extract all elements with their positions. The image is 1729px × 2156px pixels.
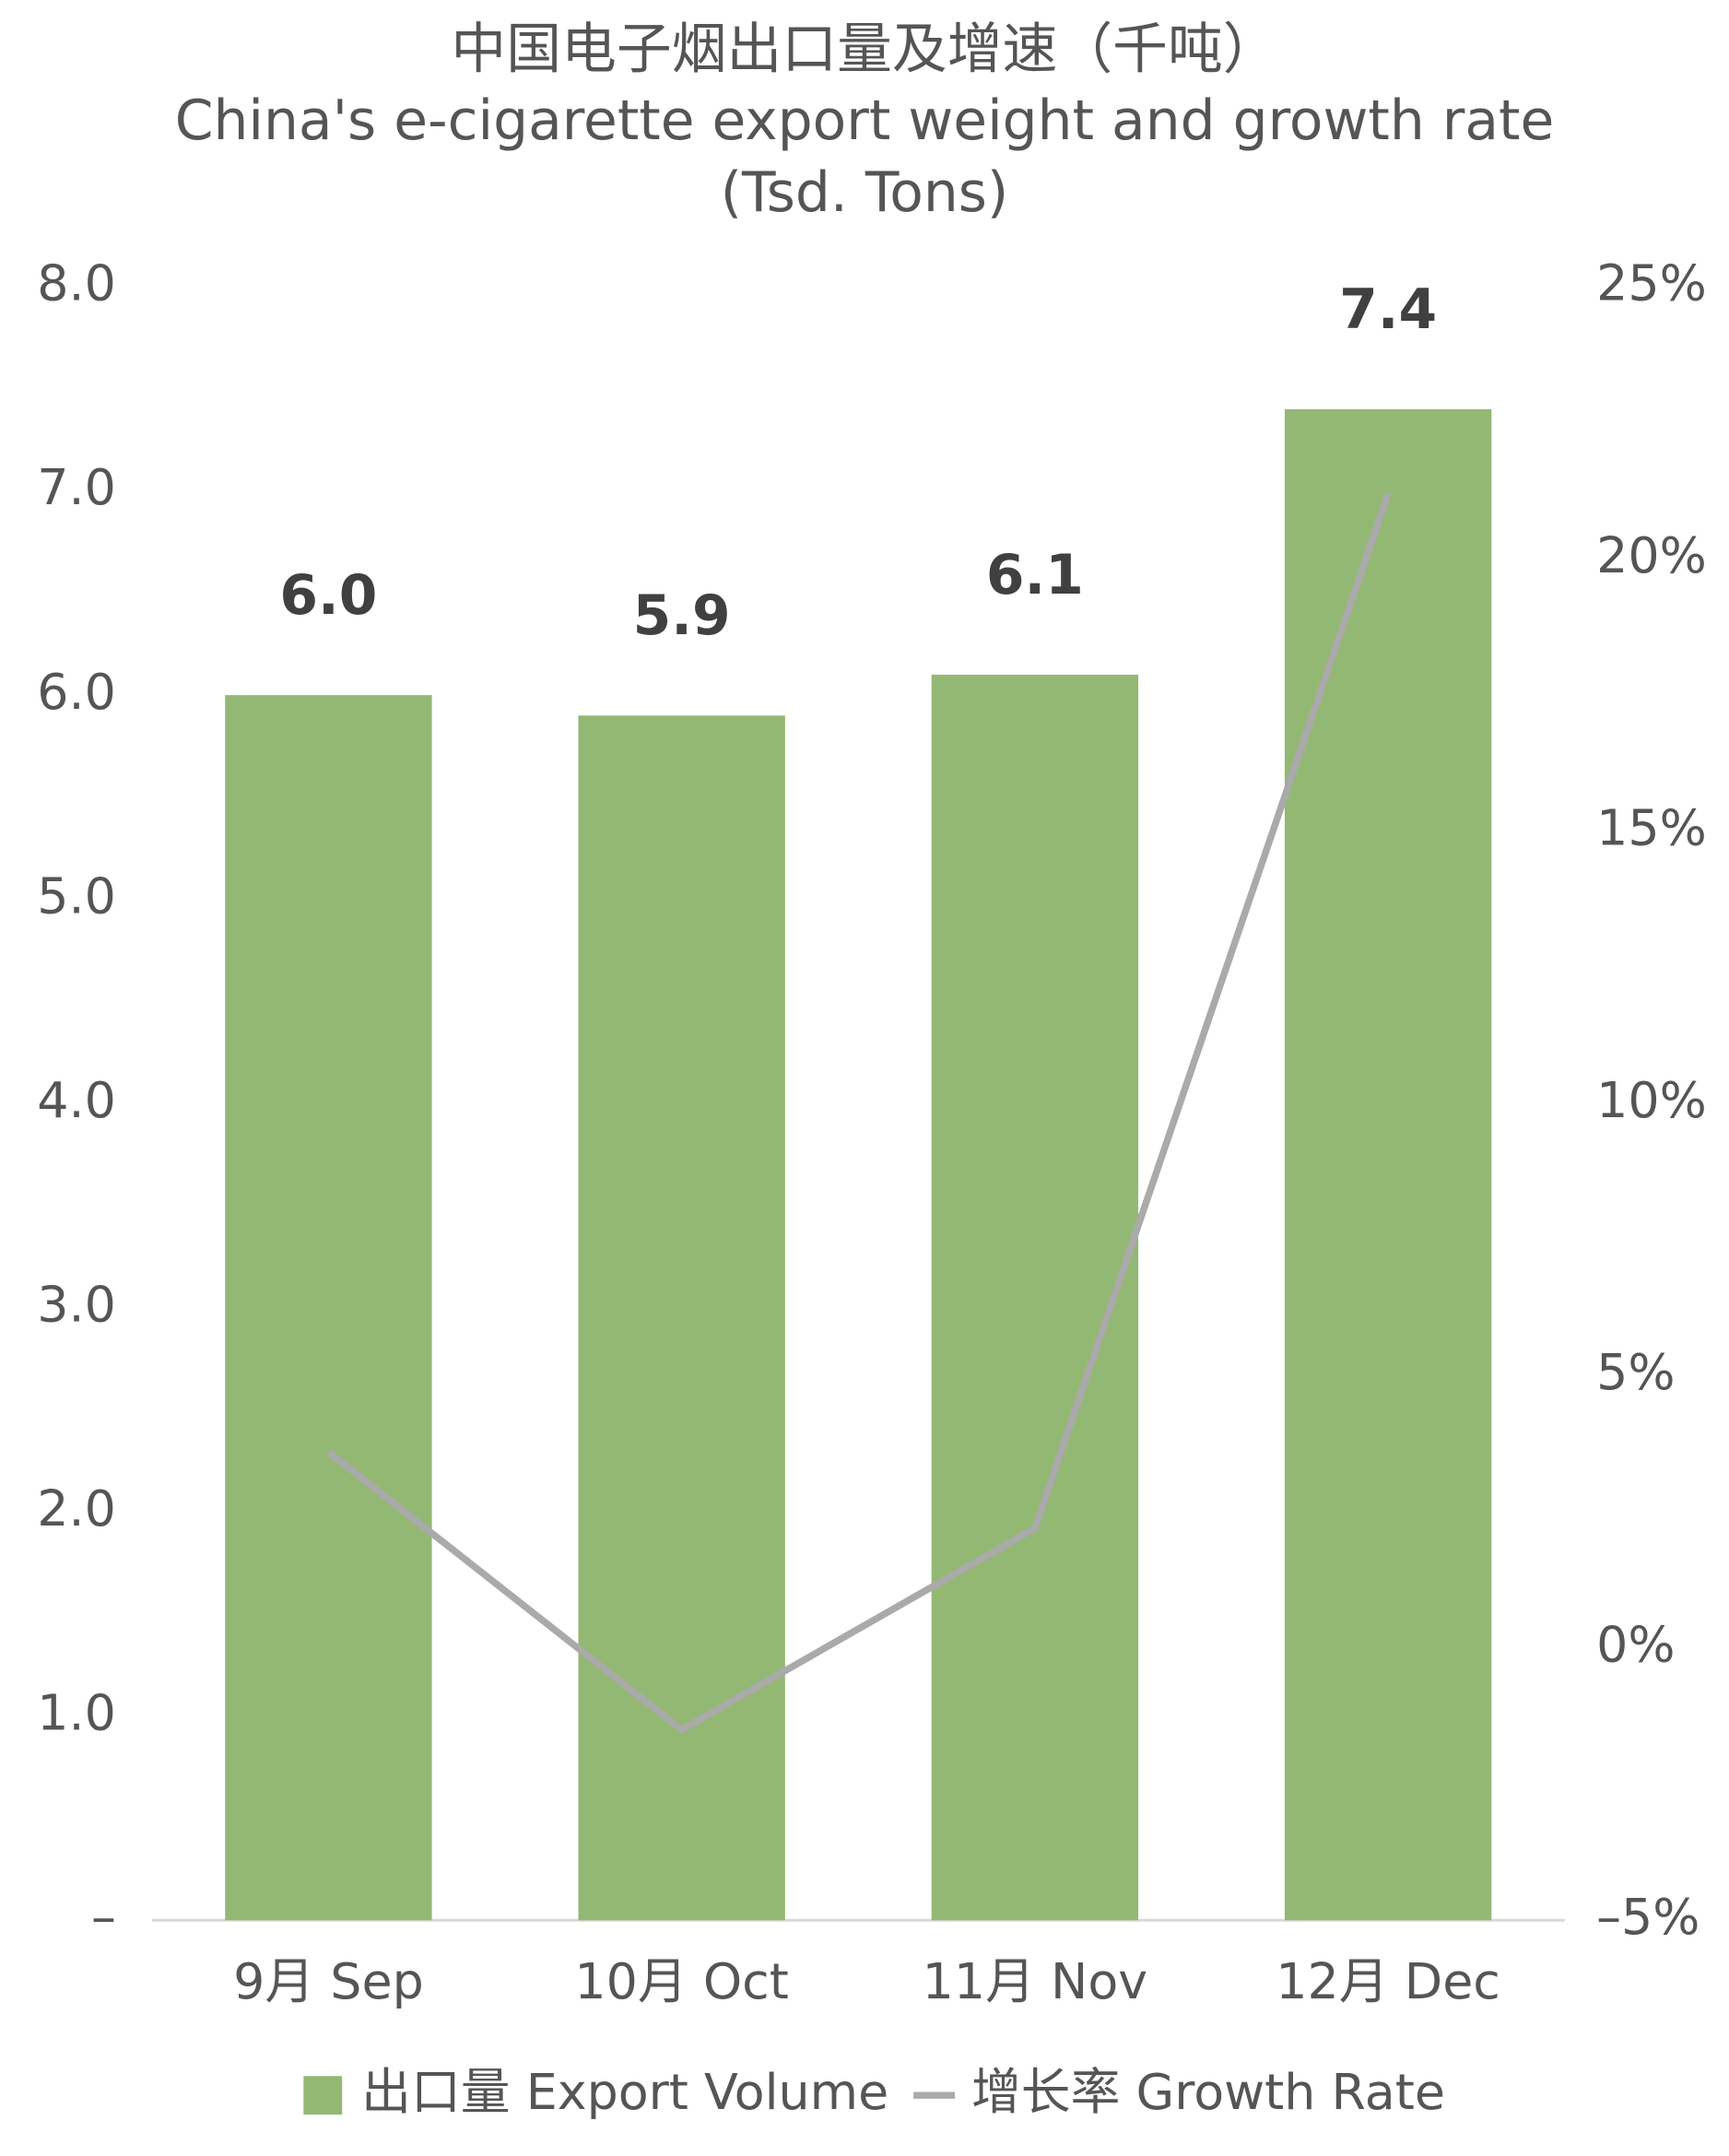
- data-label: 6.0: [279, 563, 377, 628]
- chart-title: 中国电子烟出口量及增速（千吨）: [451, 17, 1277, 81]
- x-tick-label: 10月 Oct: [574, 1952, 789, 2010]
- y-tick-label: –: [91, 1888, 116, 1946]
- y-tick-label: 3.0: [37, 1275, 116, 1333]
- y2-tick-label: 25%: [1596, 254, 1707, 312]
- y2-tick-label: –5%: [1596, 1888, 1700, 1946]
- legend-swatch: [303, 2076, 343, 2115]
- y2-tick-label: 20%: [1596, 526, 1707, 584]
- y2-tick-label: 5%: [1596, 1343, 1675, 1401]
- data-label: 6.1: [986, 543, 1084, 607]
- x-tick-label: 9月 Sep: [233, 1952, 424, 2010]
- bar: [578, 715, 785, 1921]
- y-tick-label: 1.0: [37, 1683, 116, 1741]
- bar: [1284, 408, 1492, 1921]
- bar: [225, 695, 432, 1921]
- y-tick-label: 2.0: [37, 1479, 116, 1537]
- x-tick-label: 12月 Dec: [1276, 1952, 1500, 2010]
- subtitle-box: China's e-cigarette export weight and gr…: [174, 89, 1555, 225]
- y-tick-label: 7.0: [37, 458, 116, 516]
- chart-subtitle: China's e-cigarette export weight and gr…: [174, 89, 1555, 225]
- y-tick-label: 5.0: [37, 866, 116, 925]
- y2-tick-label: 10%: [1596, 1071, 1707, 1129]
- legend-label: 出口量 Export Volume: [361, 2063, 888, 2121]
- y2-tick-label: 15%: [1596, 798, 1707, 856]
- line: [326, 492, 1392, 1735]
- y-tick-label: 4.0: [37, 1071, 116, 1129]
- legend-label: 增长率 Growth Rate: [971, 2063, 1445, 2121]
- y2-tick-label: 0%: [1596, 1616, 1675, 1674]
- y-tick-label: 8.0: [37, 254, 116, 312]
- x-tick-label: 11月 Nov: [923, 1952, 1147, 2010]
- bar: [931, 674, 1139, 1921]
- data-label: 7.4: [1339, 277, 1437, 342]
- y-tick-label: 6.0: [37, 663, 116, 721]
- data-label: 5.9: [633, 583, 731, 648]
